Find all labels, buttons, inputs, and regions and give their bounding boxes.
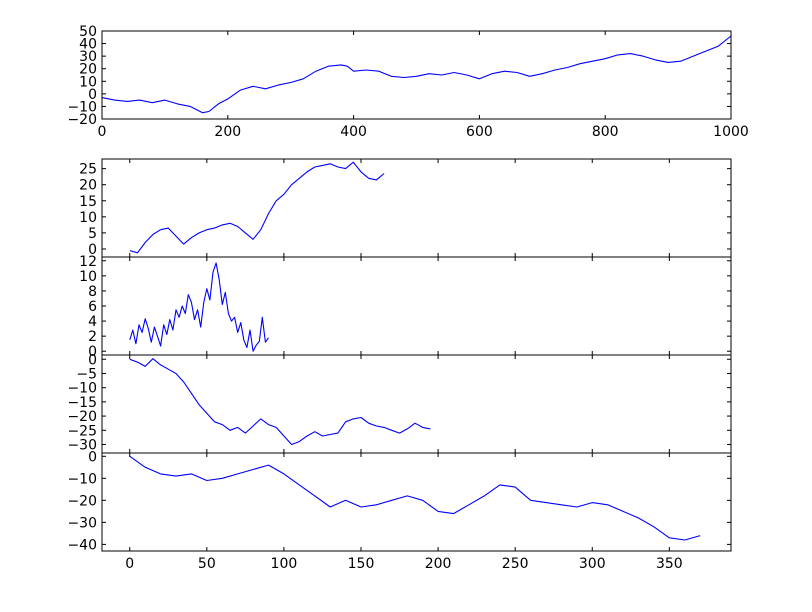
x-tick-label: 300 (579, 556, 606, 572)
stacked-line-chart-4: 0 −10 −20 −30 −40 0 50 100 150 200 250 300 350 (67, 449, 732, 572)
x-tick-label: 200 (214, 124, 241, 140)
x-tick-label: 250 (502, 556, 529, 572)
x-tick-label: 50 (198, 556, 216, 572)
y-tick-label: −5 (76, 366, 97, 382)
y-tick-label: 10 (79, 269, 97, 285)
y-tick-label: 10 (79, 74, 97, 90)
y-tick-label: 6 (88, 299, 97, 315)
x-tick-label: 200 (425, 556, 452, 572)
y-tick-label: 50 (79, 24, 97, 40)
y-tick-label: −10 (67, 381, 97, 397)
x-tick-label: 1000 (713, 124, 749, 140)
series-line (129, 262, 269, 352)
y-tick-label: 30 (79, 49, 97, 65)
axes-frame (101, 30, 732, 120)
x-tick-label: 0 (125, 556, 134, 572)
y-tick-label: −25 (67, 423, 97, 439)
y-tick-label: 12 (79, 254, 97, 270)
y-tick-label: −15 (67, 395, 97, 411)
x-tick-label: 150 (348, 556, 375, 572)
y-tick-label: −20 (67, 112, 97, 128)
axes-frame (101, 452, 732, 552)
y-tick-label: −20 (67, 409, 97, 425)
y-tick-label: 8 (88, 284, 97, 300)
series-line (101, 35, 732, 114)
y-tick-label: 25 (79, 162, 97, 178)
y-tick-label: 0 (88, 344, 97, 360)
x-tick-label: 600 (466, 124, 493, 140)
y-tick-label: 4 (88, 314, 97, 330)
y-tick-label: 0 (88, 449, 97, 465)
y-tick-label: 15 (79, 194, 97, 210)
x-tick-label: 0 (98, 124, 107, 140)
y-tick-label: 2 (88, 329, 97, 345)
y-tick-label: 40 (79, 37, 97, 53)
y-tick-label: 10 (79, 210, 97, 226)
y-tick-label: 0 (88, 242, 97, 258)
y-tick-label: −40 (67, 537, 97, 553)
y-tick-label: −30 (67, 515, 97, 531)
x-tick-label: 350 (656, 556, 683, 572)
series-line (129, 358, 431, 446)
y-tick-label: −10 (67, 471, 97, 487)
y-tick-label: 5 (88, 226, 97, 242)
y-tick-label: 20 (79, 178, 97, 194)
x-tick-label: 800 (592, 124, 619, 140)
x-tick-label: 400 (340, 124, 367, 140)
y-tick-label: 0 (88, 87, 97, 103)
series-line (129, 455, 701, 541)
y-tick-label: −20 (67, 493, 97, 509)
x-tick-label: 100 (271, 556, 298, 572)
y-tick-label: −30 (67, 437, 97, 453)
y-tick-label: −10 (67, 99, 97, 115)
y-tick-label: 0 (88, 352, 97, 368)
stacked-line-chart-3: 0−5−10−15−20−25−30 (67, 352, 732, 454)
y-tick-label: 20 (79, 62, 97, 78)
series-line (129, 161, 385, 254)
